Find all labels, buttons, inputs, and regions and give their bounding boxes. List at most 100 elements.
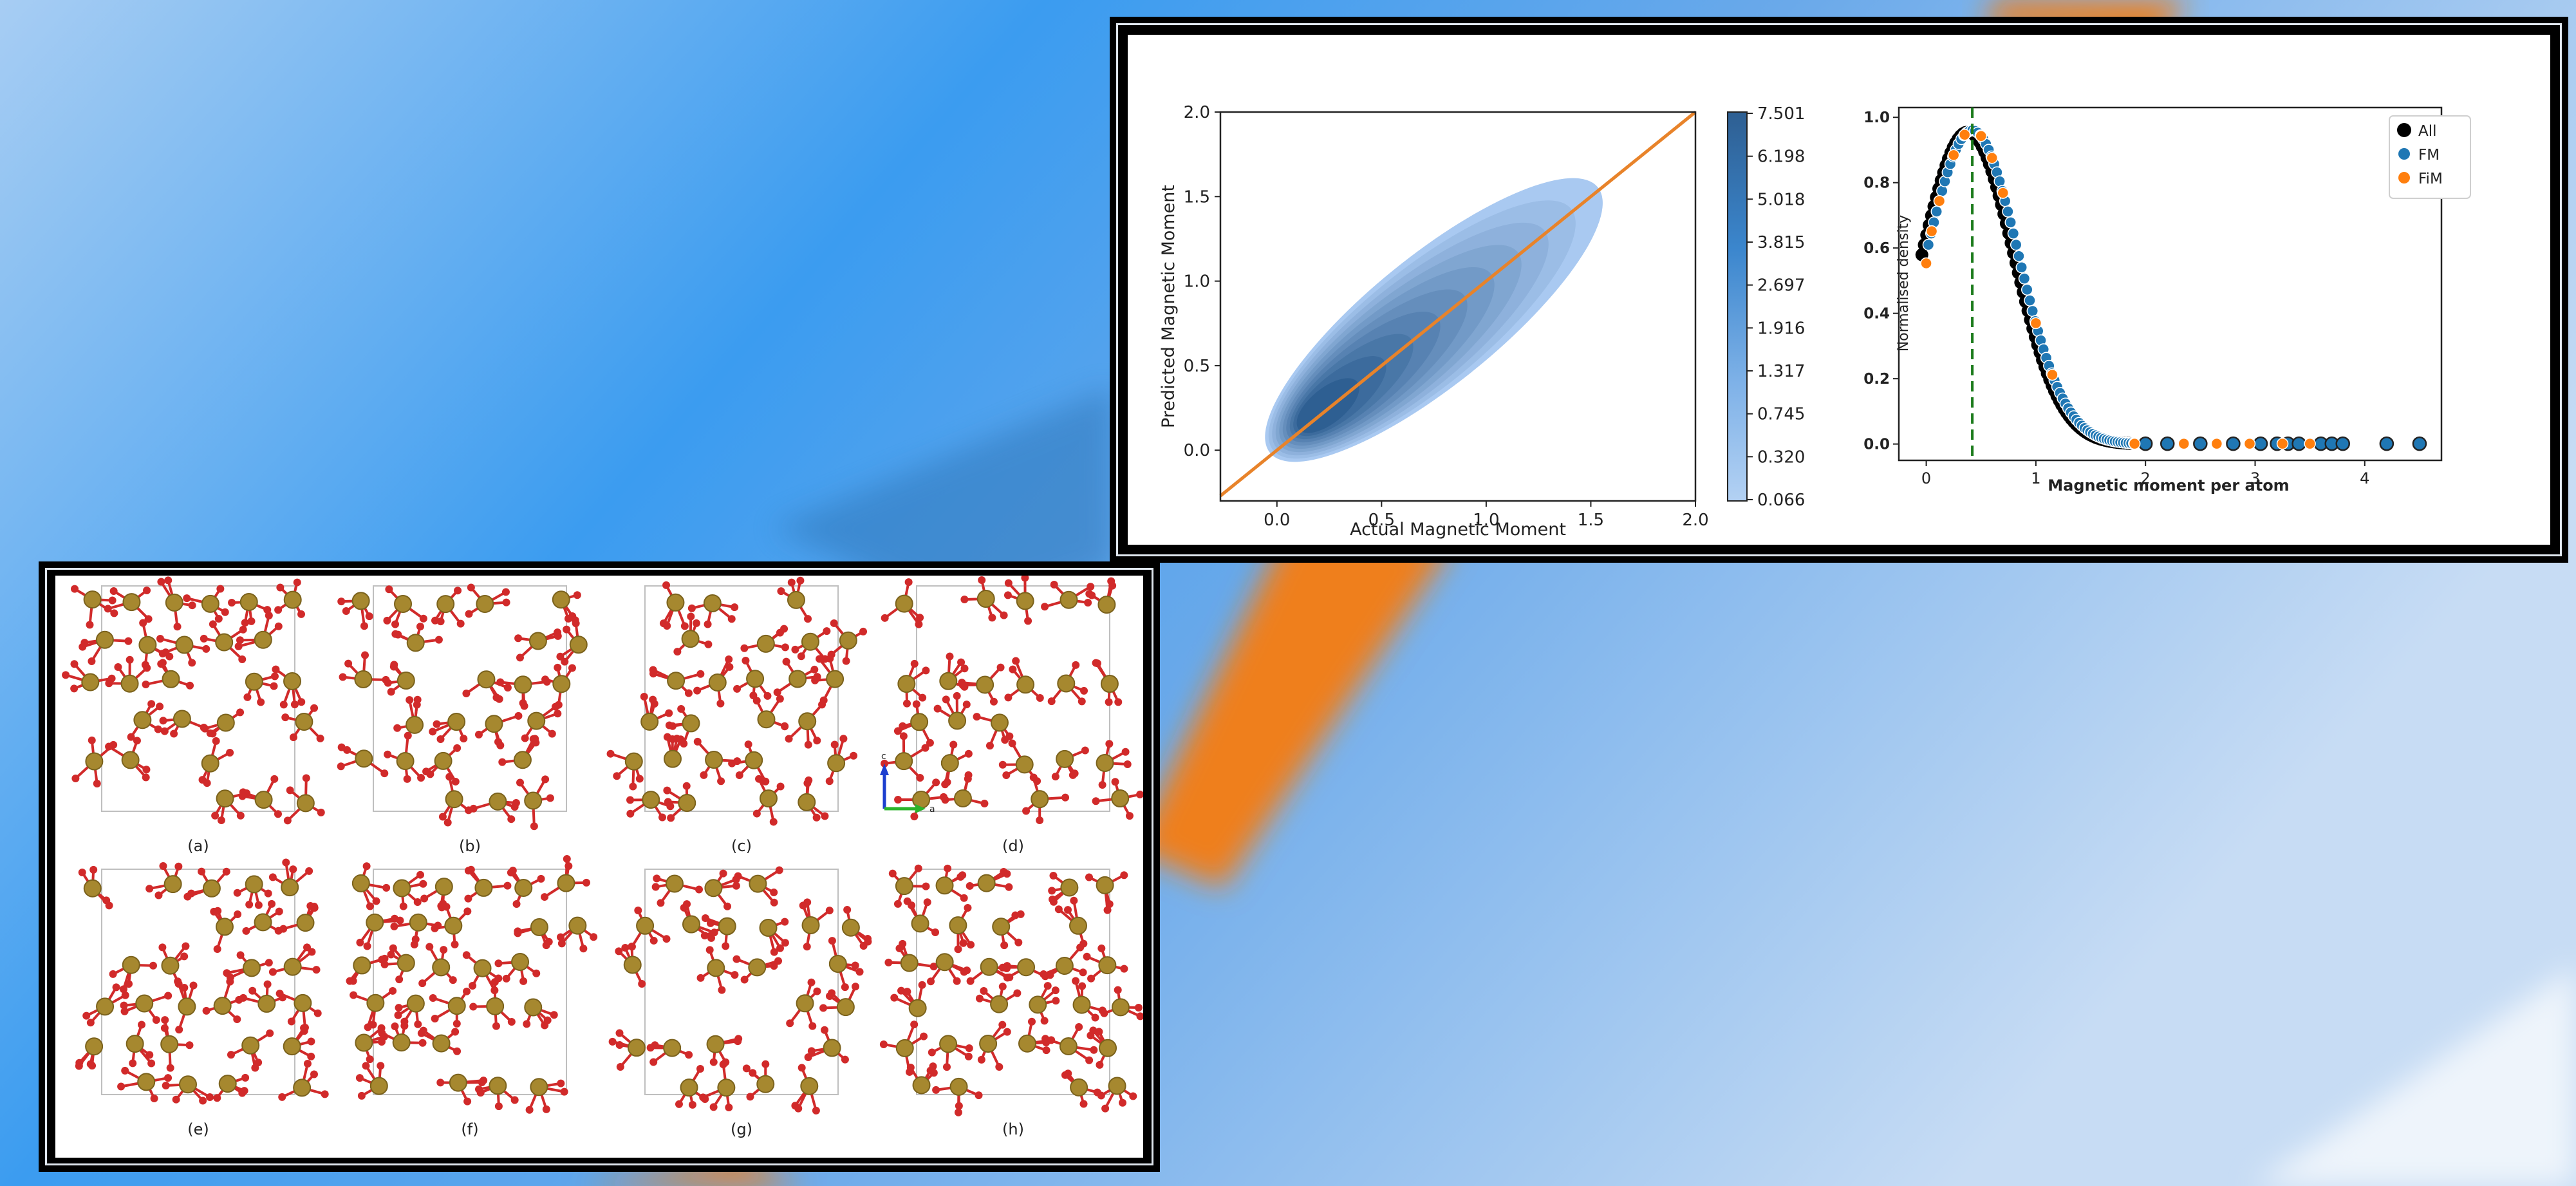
oxygen-atom xyxy=(615,947,623,955)
scatter-chart: 0 1 2 3 4 0.0 0.2 0.4 0.6 0.8 1.0 Magnetic moment… xyxy=(1863,106,2471,494)
oxygen-atom xyxy=(770,948,778,956)
oxygen-atom xyxy=(557,939,566,948)
data-point-fim xyxy=(1975,130,1987,142)
iron-atom xyxy=(353,956,371,975)
oxygen-atom xyxy=(501,588,510,596)
oxygen-atom xyxy=(1111,778,1119,786)
axis-indicator: c a xyxy=(880,751,935,814)
oxygen-atom xyxy=(554,710,562,718)
structure-label: (f) xyxy=(461,1120,478,1138)
oxygen-atom xyxy=(502,598,510,607)
oxygen-atom xyxy=(718,986,726,994)
iron-atom xyxy=(757,710,776,729)
oxygen-atom xyxy=(890,993,899,1002)
oxygen-atom xyxy=(186,681,194,690)
oxygen-atom xyxy=(923,898,931,907)
iron-atom xyxy=(1015,755,1034,774)
oxygen-atom xyxy=(1097,1091,1105,1100)
oxygen-atom xyxy=(114,663,122,671)
oxygen-atom xyxy=(451,777,460,786)
oxygen-atom xyxy=(245,900,254,908)
oxygen-atom xyxy=(268,873,277,881)
iron-atom xyxy=(1108,1077,1126,1095)
iron-atom xyxy=(900,954,919,972)
oxygen-atom xyxy=(268,968,277,976)
oxygen-atom xyxy=(582,878,590,887)
oxygen-atom xyxy=(222,867,230,876)
oxygen-atom xyxy=(503,683,512,692)
iron-atom xyxy=(173,710,191,728)
oxygen-atom xyxy=(413,898,422,906)
iron-atom xyxy=(681,630,700,648)
oxygen-atom xyxy=(121,991,129,999)
data-point-fm-tail xyxy=(2379,436,2394,451)
iron-atom xyxy=(706,1035,725,1053)
oxygen-atom xyxy=(1087,583,1095,591)
oxygen-atom xyxy=(621,944,630,952)
iron-atom xyxy=(83,879,102,898)
oxygen-atom xyxy=(321,1090,329,1098)
oxygen-atom xyxy=(117,1082,126,1091)
iron-atom xyxy=(935,876,954,895)
iron-atom xyxy=(527,711,546,730)
oxygen-atom xyxy=(180,952,189,961)
iron-atom xyxy=(642,791,660,809)
oxygen-atom xyxy=(469,1002,478,1011)
oxygen-atom xyxy=(932,778,940,787)
oxygen-atom xyxy=(959,939,967,947)
legend-label-fm: FM xyxy=(2418,147,2440,164)
iron-atom xyxy=(489,1077,507,1095)
oxygen-atom xyxy=(129,1059,137,1068)
oxygen-atom xyxy=(366,1055,374,1064)
orange-streak xyxy=(1133,528,1455,889)
scatter-x-tick-label: 1 xyxy=(2031,469,2040,487)
oxygen-atom xyxy=(912,700,920,708)
iron-atom xyxy=(242,959,261,977)
oxygen-atom xyxy=(436,1078,445,1087)
iron-atom xyxy=(976,675,994,694)
oxygen-atom xyxy=(266,1029,274,1037)
oxygen-atom xyxy=(158,943,167,952)
oxygen-atom xyxy=(119,985,127,993)
oxygen-atom xyxy=(565,862,573,871)
oxygen-atom xyxy=(782,657,790,666)
oxygen-atom xyxy=(263,980,272,988)
oxygen-atom xyxy=(200,634,208,643)
iron-atom xyxy=(895,594,913,613)
colorbar xyxy=(1727,111,1748,502)
oxygen-atom xyxy=(274,606,283,614)
oxygen-atom xyxy=(300,1024,308,1032)
oxygen-atom xyxy=(646,1044,655,1052)
oxygen-atom xyxy=(719,1060,727,1069)
iron-atom xyxy=(749,874,767,893)
oxygen-atom xyxy=(725,663,734,671)
scatter-axes-frame xyxy=(1898,106,2443,462)
oxygen-atom xyxy=(1088,591,1096,599)
iron-atom xyxy=(524,998,543,1017)
oxygen-atom xyxy=(393,724,402,732)
oxygen-atom xyxy=(143,587,151,595)
crystal-structure xyxy=(337,583,588,831)
iron-atom xyxy=(912,1076,931,1095)
iron-atom xyxy=(245,672,263,691)
iron-atom xyxy=(406,994,425,1013)
oxygen-atom xyxy=(1089,1026,1097,1035)
oxygen-atom xyxy=(673,735,681,743)
oxygen-atom xyxy=(362,1062,370,1070)
oxygen-atom xyxy=(965,1044,973,1053)
oxygen-atom xyxy=(663,786,671,795)
iron-atom xyxy=(717,1078,736,1097)
oxygen-atom xyxy=(943,778,951,786)
oxygen-atom xyxy=(723,902,732,910)
oxygen-atom xyxy=(310,1070,318,1078)
oxygen-atom xyxy=(752,697,761,705)
data-point-fim xyxy=(1947,149,1960,162)
iron-atom xyxy=(96,997,115,1016)
oxygen-atom xyxy=(933,704,942,713)
iron-atom xyxy=(707,959,725,977)
oxygen-atom xyxy=(312,966,321,974)
data-point-fm xyxy=(2018,272,2031,285)
oxygen-atom xyxy=(946,652,954,661)
oxygen-atom xyxy=(474,730,483,739)
iron-atom xyxy=(394,594,413,613)
